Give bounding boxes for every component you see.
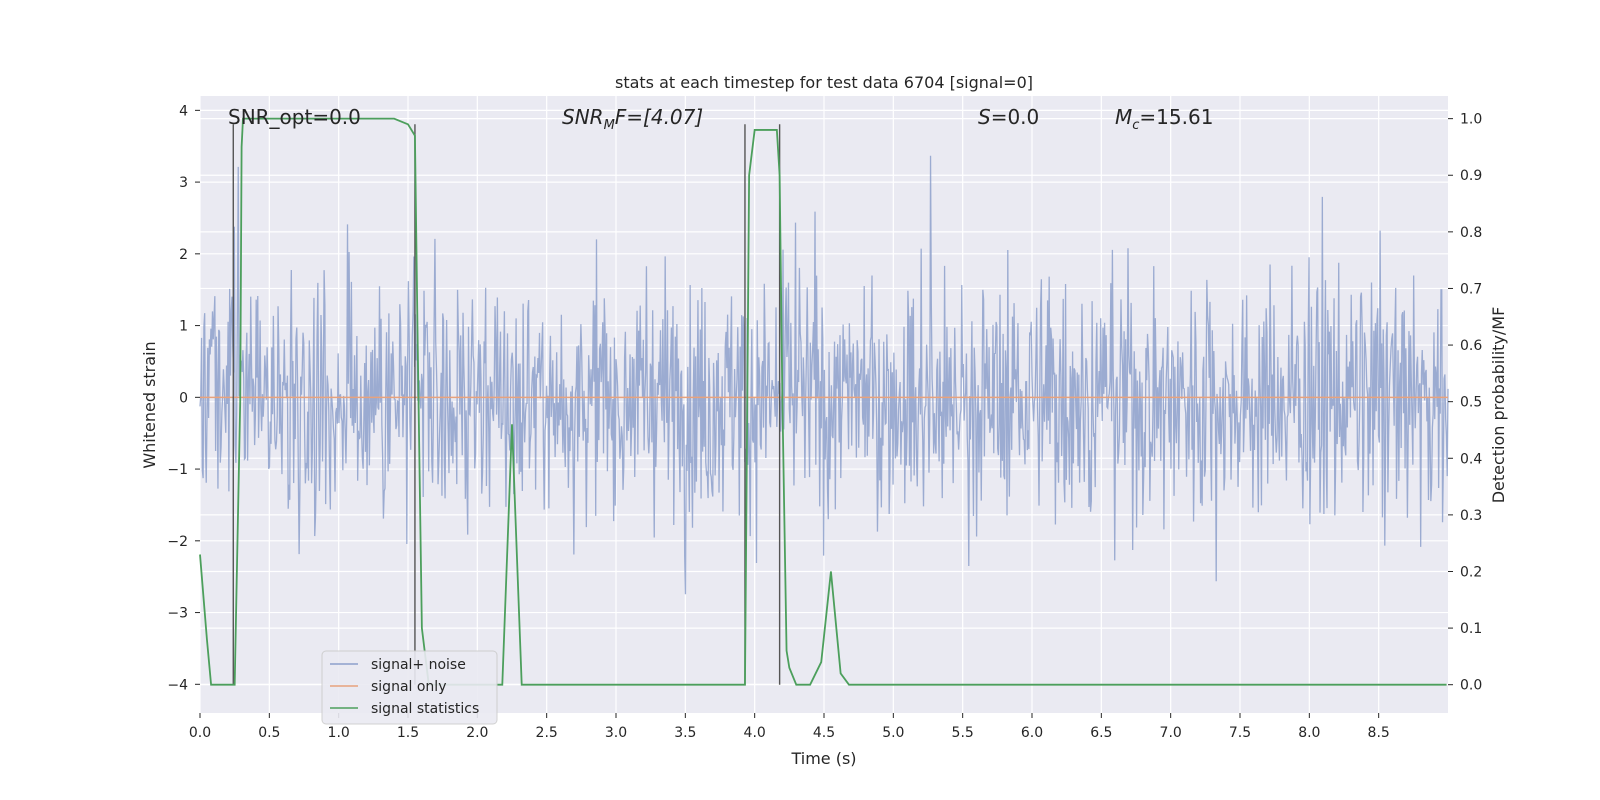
legend-label-signal-only: signal only (371, 679, 446, 695)
right-y-tick-label: 1.0 (1460, 112, 1482, 128)
right-y-tick-label: 0.3 (1460, 508, 1482, 524)
x-tick-label: 4.5 (813, 725, 835, 741)
right-y-axis-label: Detection probability/MF (1489, 307, 1508, 504)
right-y-tick-label: 0.0 (1460, 678, 1482, 694)
right-y-tick-label: 0.1 (1460, 621, 1482, 637)
chart-title: stats at each timestep for test data 670… (615, 73, 1033, 92)
signal-statistics-line (199, 117, 1447, 686)
annotation-snr-opt: SNR_opt=0.0 (228, 105, 361, 129)
left-y-tick-label: 1 (179, 319, 188, 335)
left-y-tick-labels: 4 3 2 1 0 −1 −2 −3 −4 (167, 103, 200, 693)
left-y-tick-label: −1 (167, 462, 188, 478)
right-y-tick-label: 0.8 (1460, 225, 1482, 241)
x-tick-label: 1.5 (397, 725, 419, 741)
left-y-tick-label: −4 (167, 677, 188, 693)
right-y-tick-label: 0.9 (1460, 168, 1482, 184)
x-tick-label: 7.0 (1160, 725, 1182, 741)
x-tick-label: 2.0 (466, 725, 488, 741)
x-tick-label: 2.5 (536, 725, 558, 741)
left-y-tick-label: −3 (167, 606, 188, 622)
x-tick-label: 4.0 (744, 725, 766, 741)
x-axis-label: Time (s) (790, 749, 856, 768)
left-y-axis-label: Whitened strain (140, 341, 159, 468)
right-y-tick-label: 0.5 (1460, 395, 1482, 411)
signal-statistics-series (199, 117, 1447, 686)
x-tick-label: 5.0 (882, 725, 904, 741)
annotation-snr-mf: SNRMF=[4.07] (562, 105, 703, 133)
legend: signal+ noise signal only signal statist… (321, 650, 498, 725)
x-tick-label: 3.0 (605, 725, 627, 741)
right-y-tick-label: 0.6 (1460, 338, 1482, 354)
legend-label-signal-noise: signal+ noise (371, 657, 466, 673)
legend-label-signal-statistics: signal statistics (371, 701, 479, 717)
right-y-tick-label: 0.7 (1460, 281, 1482, 297)
x-tick-label: 7.5 (1229, 725, 1251, 741)
x-tick-label: 5.5 (952, 725, 974, 741)
x-tick-label: 6.5 (1090, 725, 1112, 741)
annotation-mc: Mc=15.61 (1115, 105, 1213, 133)
x-tick-label: 8.0 (1298, 725, 1320, 741)
right-y-tick-labels: 1.0 0.9 0.8 0.7 0.6 0.5 0.4 0.3 0.2 0.1 0.0 (1448, 112, 1482, 694)
x-tick-label: 1.0 (328, 725, 350, 741)
left-y-tick-label: 0 (179, 390, 188, 406)
signal-noise-series (199, 155, 1449, 595)
x-tick-label: 0.5 (258, 725, 280, 741)
right-y-tick-label: 0.4 (1460, 451, 1482, 467)
left-y-tick-label: 3 (179, 175, 188, 191)
x-tick-label: 8.5 (1368, 725, 1390, 741)
left-y-tick-label: −2 (167, 534, 188, 550)
annotation-s: S=0.0 (978, 105, 1039, 129)
right-y-tick-label: 0.2 (1460, 564, 1482, 580)
x-tick-label: 6.0 (1021, 725, 1043, 741)
left-y-tick-label: 4 (179, 103, 188, 119)
x-tick-label: 3.5 (674, 725, 696, 741)
legend-box (321, 650, 498, 725)
left-y-tick-label: 2 (179, 247, 188, 263)
x-tick-label: 0.0 (189, 725, 211, 741)
signal-noise-line (199, 155, 1449, 595)
x-tick-labels: 0.0 0.5 1.0 1.5 2.0 2.5 3.0 3.5 4.0 4.5 5.0 5.5 6.0 6… (189, 713, 1390, 741)
